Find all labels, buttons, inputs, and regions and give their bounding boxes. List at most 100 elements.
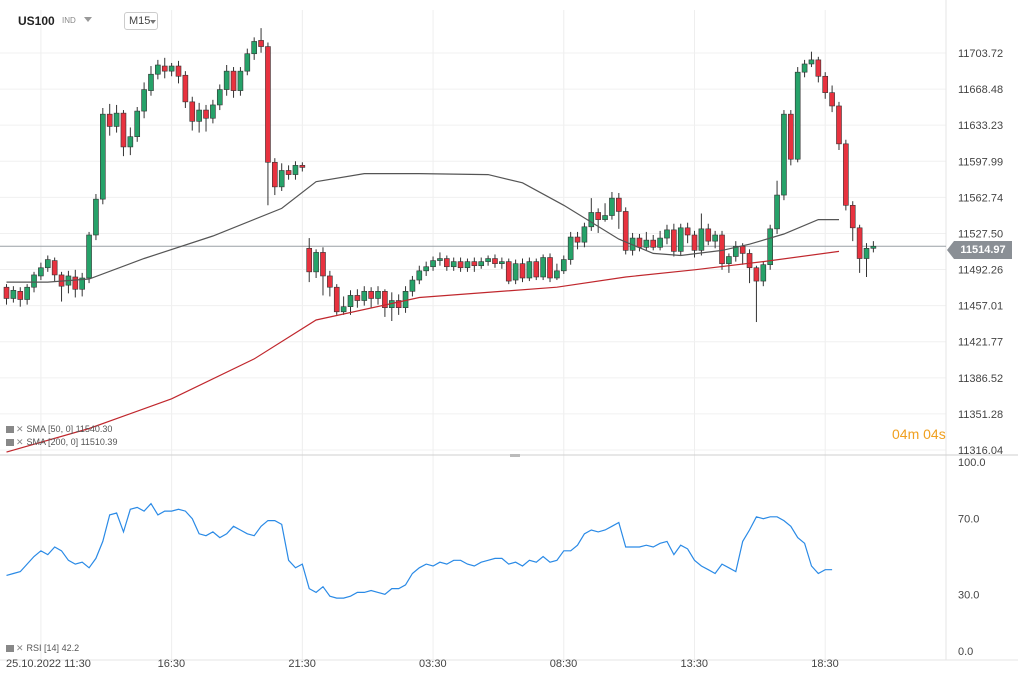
candle-body (574, 236, 581, 243)
candle-body (285, 170, 292, 175)
candle-body (547, 257, 553, 279)
candle-body (306, 248, 313, 273)
candle-body (471, 261, 478, 267)
symbol-label: US100 (18, 14, 55, 28)
candle-body (822, 75, 829, 93)
timeframe-selector[interactable]: M15 (124, 12, 158, 30)
candle-body (244, 53, 251, 72)
candle-body (210, 104, 216, 119)
timeframe-label: M15 (129, 15, 151, 27)
candle-body (113, 112, 120, 127)
candle-body (712, 234, 718, 242)
settings-icon[interactable] (6, 426, 14, 434)
candle-body (554, 270, 560, 279)
time-axis-label: 08:30 (550, 658, 578, 670)
rsi-axis-label: 100.0 (958, 457, 986, 469)
chart-header: US100 IND M15 (0, 0, 200, 40)
candle-body (856, 227, 863, 259)
rsi-legend: ✕ RSI [14] 42.2 (6, 643, 79, 654)
candle-body (223, 70, 230, 90)
candle-body (72, 276, 79, 290)
candle-body (650, 239, 657, 248)
candle-body (134, 110, 141, 137)
countdown-minutes: 04 (892, 426, 908, 442)
sma200-legend-label: SMA [200, 0] 11510.39 (26, 437, 118, 447)
candle-body (272, 161, 278, 188)
candle-body (602, 215, 608, 220)
candle-body (774, 194, 780, 230)
candle-body (450, 261, 457, 268)
candle-body (499, 261, 505, 264)
candle-body (732, 245, 739, 257)
candle-body (251, 41, 257, 55)
countdown-min-unit: m (907, 426, 920, 442)
candle-body (395, 300, 402, 308)
candle-body (457, 261, 464, 269)
time-axis-label: 21:30 (288, 658, 316, 670)
candle-body (781, 113, 787, 196)
candle-body (17, 291, 24, 300)
candle-body (512, 263, 519, 281)
candle-body (526, 261, 533, 279)
rsi-axis-label: 30.0 (958, 589, 979, 601)
rsi-axis-label: 0.0 (958, 646, 973, 658)
candle-body (478, 261, 485, 267)
candle-body (540, 257, 546, 278)
candle-body (38, 267, 44, 277)
candle-body (31, 274, 37, 288)
candle-body (24, 286, 30, 300)
candle-body (595, 212, 601, 220)
candle-body (691, 234, 698, 251)
settings-icon[interactable] (6, 439, 14, 447)
price-axis-label: 11562.74 (958, 192, 1003, 204)
candle-body (340, 306, 347, 313)
countdown-sec-unit: s (938, 426, 946, 442)
candle-body (870, 245, 877, 249)
price-axis-label: 11668.48 (958, 84, 1003, 96)
rsi-axis-label: 70.0 (958, 514, 979, 526)
candle-body (671, 229, 677, 252)
time-axis-label: 16:30 (158, 658, 186, 670)
time-axis-label: 18:30 (811, 658, 839, 670)
candle-body (636, 237, 643, 248)
candle-body (189, 101, 196, 122)
time-axis-label: 13:30 (681, 658, 709, 670)
candle-body (141, 89, 147, 112)
price-axis-label: 11703.72 (958, 48, 1003, 60)
candle-body (278, 170, 285, 188)
candle-body (843, 143, 849, 206)
settings-icon[interactable] (6, 645, 14, 653)
candle-body (168, 65, 175, 72)
sma200-legend: ✕ SMA [200, 0] 11510.39 (6, 437, 117, 448)
close-icon[interactable]: ✕ (16, 437, 24, 447)
candle-body (44, 259, 51, 269)
candle-body (100, 113, 106, 200)
candle-body (196, 109, 202, 122)
market-dropdown-icon[interactable] (84, 17, 92, 22)
candle-body (788, 113, 794, 160)
candle-body (148, 73, 154, 91)
timeframe-dropdown-icon[interactable] (150, 20, 156, 24)
candle-body (746, 253, 753, 269)
candle-body (677, 227, 684, 252)
sma50-line (6, 173, 839, 283)
candle-body (767, 228, 773, 265)
candle-body (120, 112, 127, 148)
countdown-seconds: 04 (923, 426, 939, 442)
close-icon[interactable]: ✕ (16, 643, 24, 653)
candle-body (3, 286, 10, 299)
candle-body (684, 227, 691, 236)
panel-resize-handle (510, 454, 520, 457)
candle-body (815, 59, 822, 77)
candle-body (505, 261, 512, 282)
candle-body (664, 229, 670, 239)
candle-body (836, 105, 842, 145)
price-axis-label: 11633.23 (958, 120, 1003, 132)
candle-body (230, 70, 237, 91)
rsi-line (6, 502, 833, 599)
candle-body (10, 289, 17, 299)
candle-body (182, 74, 189, 103)
price-axis-label: 11597.99 (958, 156, 1003, 168)
close-icon[interactable]: ✕ (16, 424, 24, 434)
